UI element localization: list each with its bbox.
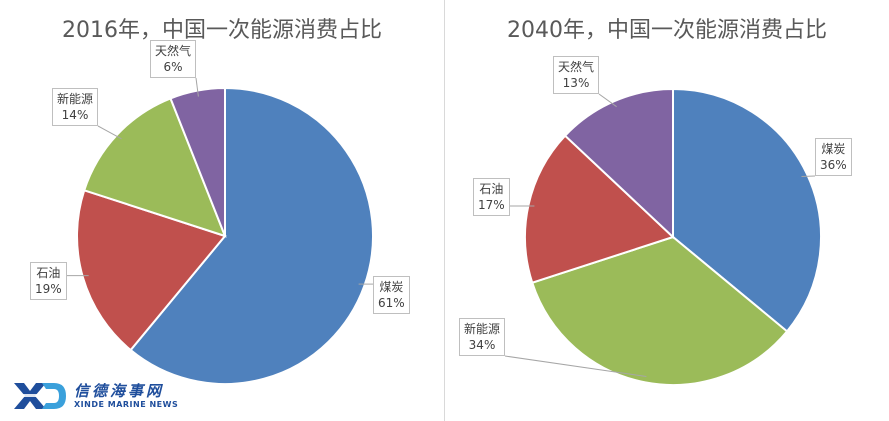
pie-slice-天然气 <box>563 87 674 240</box>
slice-label: 天然气 13% <box>553 56 600 94</box>
slice-label-value: 61% <box>378 296 405 310</box>
slice-label: 天然气 6% <box>150 40 197 78</box>
slice-label-value: 36% <box>820 158 847 172</box>
slice-label-name: 煤炭 <box>821 142 846 156</box>
chart-2016: 2016年，中国一次能源消费占比 煤炭 61% 石油 19% 新能源 14% 天然气 6% <box>0 0 444 421</box>
pie-slice-煤炭 <box>129 86 374 385</box>
slice-label-name: 煤炭 <box>379 280 404 294</box>
slice-label-name: 天然气 <box>558 60 595 74</box>
slice-label: 煤炭 61% <box>373 276 410 314</box>
leader-line <box>195 77 199 97</box>
pie-slice-煤炭 <box>672 87 822 333</box>
slice-label: 新能源 34% <box>459 318 506 356</box>
pie-slice-新能源 <box>82 97 227 238</box>
slice-label-name: 石油 <box>479 182 504 196</box>
slice-label-name: 石油 <box>36 266 61 280</box>
pie-svg <box>67 77 374 385</box>
slice-label: 煤炭 36% <box>815 138 852 176</box>
slice-label: 石油 17% <box>473 178 510 216</box>
chart-title: 2016年，中国一次能源消费占比 <box>62 18 382 43</box>
slice-label: 新能源 14% <box>52 88 99 126</box>
pie-slice-石油 <box>524 134 675 284</box>
panel-divider <box>444 0 445 421</box>
slice-label: 石油 19% <box>30 262 67 300</box>
slice-label-name: 天然气 <box>155 44 192 58</box>
leader-line <box>598 93 617 108</box>
chart-title: 2040年，中国一次能源消费占比 <box>507 18 827 43</box>
chart-2040: 2040年，中国一次能源消费占比 煤炭 36% 新能源 34% 石油 17% 天然气 13% <box>445 0 889 421</box>
slice-label-value: 6% <box>163 60 183 74</box>
pie-slice-新能源 <box>530 235 789 386</box>
pie-svg <box>504 87 822 386</box>
xd-logo-icon <box>12 383 66 409</box>
watermark-name-en: XINDE MARINE NEWS <box>74 400 179 409</box>
leader-line <box>801 175 816 178</box>
watermark-name-cn: 信德海事网 <box>74 382 165 400</box>
slice-label-name: 新能源 <box>464 322 501 336</box>
watermark-logo: 信德海事网 XINDE MARINE NEWS <box>12 380 182 412</box>
slice-label-value: 13% <box>562 76 590 90</box>
leader-line <box>504 355 647 377</box>
slice-label-value: 19% <box>35 282 62 296</box>
slice-label-value: 34% <box>468 338 496 352</box>
leader-line <box>97 125 122 140</box>
slice-label-value: 14% <box>61 108 89 122</box>
pie-slice-石油 <box>76 189 227 352</box>
slice-label-name: 新能源 <box>57 92 94 106</box>
slice-label-value: 17% <box>478 198 505 212</box>
